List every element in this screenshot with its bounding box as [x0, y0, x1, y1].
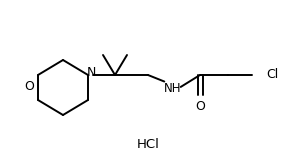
Text: N: N — [86, 67, 96, 80]
Text: Cl: Cl — [266, 68, 278, 82]
Text: O: O — [24, 81, 34, 94]
Text: O: O — [195, 99, 205, 112]
Text: NH: NH — [164, 82, 182, 95]
Text: HCl: HCl — [136, 139, 160, 151]
